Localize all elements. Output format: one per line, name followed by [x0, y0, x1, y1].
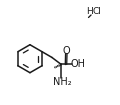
- Text: O: O: [62, 46, 70, 56]
- Text: Cl: Cl: [93, 7, 102, 16]
- Text: NH₂: NH₂: [54, 77, 72, 87]
- Text: OH: OH: [70, 59, 85, 69]
- Text: H: H: [86, 7, 92, 16]
